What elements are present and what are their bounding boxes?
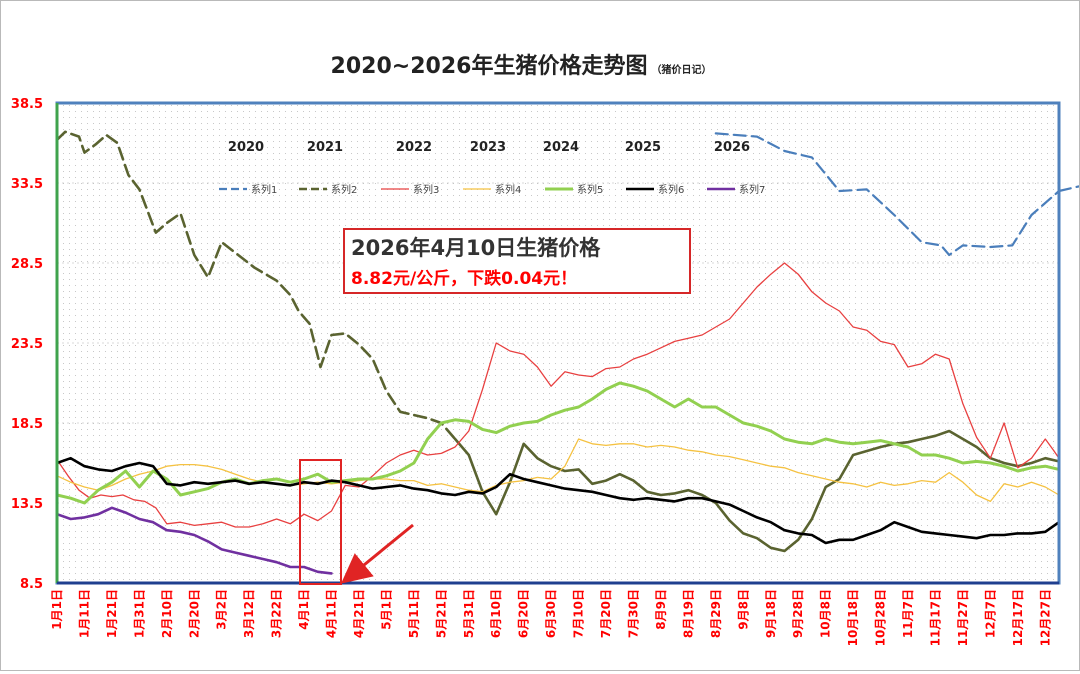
year-label: 2021 bbox=[307, 140, 343, 155]
y-tick-label: 38.5 bbox=[11, 97, 43, 112]
series-group bbox=[55, 130, 1080, 575]
x-tick-label: 9月18日 bbox=[764, 589, 778, 638]
highlight-arrow bbox=[341, 523, 414, 584]
x-tick-label: 8月19日 bbox=[681, 589, 695, 638]
x-tick-label: 6月30日 bbox=[544, 589, 558, 638]
annotation-line-2: 8.82元/公斤，下跌0.04元！ bbox=[351, 269, 577, 289]
legend-label: 系列7 bbox=[739, 183, 765, 196]
x-tick-label: 1月21日 bbox=[105, 589, 119, 638]
x-tick-label: 2月10日 bbox=[160, 589, 174, 638]
series-line-3 bbox=[55, 130, 457, 441]
legend-label: 系列4 bbox=[495, 183, 521, 196]
x-tick-label: 1月1日 bbox=[50, 589, 64, 630]
x-tick-label: 6月20日 bbox=[517, 589, 531, 638]
series-line-7 bbox=[56, 438, 1060, 503]
year-label: 2024 bbox=[543, 140, 579, 155]
year-label: 2023 bbox=[470, 140, 506, 155]
x-tick-label: 11月27日 bbox=[956, 589, 970, 646]
x-tick-label: 7月20日 bbox=[599, 589, 613, 638]
annotation-box: 2026年4月10日生猪价格 8.82元/公斤，下跌0.04元！ bbox=[343, 228, 691, 294]
x-tick-label: 12月17日 bbox=[1011, 589, 1025, 646]
legend-label: 系列3 bbox=[413, 183, 439, 196]
y-tick-label: 23.5 bbox=[11, 337, 43, 352]
x-axis-ticks: 1月1日 1月11日 1月21日 1月31日 2月10日 2月20日 3月2日 3月12日 3月… bbox=[50, 589, 1052, 646]
x-tick-label: 9月8日 bbox=[736, 589, 750, 630]
y-tick-label: 8.5 bbox=[20, 577, 43, 592]
x-tick-label: 9月28日 bbox=[791, 589, 805, 638]
series-line-10 bbox=[55, 506, 333, 575]
series-line-1 bbox=[714, 132, 1061, 257]
series-line-6 bbox=[56, 262, 1060, 528]
x-tick-label: 4月21日 bbox=[352, 589, 366, 638]
x-tick-label: 5月11日 bbox=[407, 589, 421, 638]
x-tick-label: 11月17日 bbox=[928, 589, 942, 646]
x-tick-label: 4月11日 bbox=[325, 589, 339, 638]
series-line-9 bbox=[55, 456, 1061, 545]
y-tick-label: 28.5 bbox=[11, 257, 43, 272]
year-label: 2022 bbox=[396, 140, 432, 155]
series-line-5 bbox=[879, 429, 1061, 468]
legend: 系列1 系列2 系列3 系列4 系列5 系列6 系列7 bbox=[219, 183, 765, 196]
x-tick-label: 10月28日 bbox=[874, 589, 888, 646]
x-tick-label: 8月9日 bbox=[654, 589, 668, 630]
x-tick-label: 3月22日 bbox=[270, 589, 284, 638]
x-tick-label: 8月29日 bbox=[709, 589, 723, 638]
x-tick-label: 12月27日 bbox=[1038, 589, 1052, 646]
series-line-2 bbox=[1057, 184, 1080, 193]
x-tick-label: 3月12日 bbox=[242, 589, 256, 638]
legend-label: 系列6 bbox=[658, 183, 684, 196]
legend-label: 系列2 bbox=[331, 183, 357, 196]
x-tick-label: 10月18日 bbox=[846, 589, 860, 646]
x-tick-label: 4月1日 bbox=[297, 589, 311, 630]
x-tick-label: 5月1日 bbox=[379, 589, 393, 630]
x-tick-label: 3月2日 bbox=[215, 589, 229, 630]
x-tick-label: 6月10日 bbox=[489, 589, 503, 638]
x-tick-label: 11月7日 bbox=[901, 589, 915, 638]
y-axis-ticks: 8.5 13.5 18.5 23.5 28.5 33.5 38.5 bbox=[11, 97, 43, 592]
x-tick-label: 2月20日 bbox=[187, 589, 201, 638]
legend-label: 系列5 bbox=[577, 183, 603, 196]
x-tick-label: 1月11日 bbox=[77, 589, 91, 638]
year-label: 2026 bbox=[714, 140, 750, 155]
highlight-box bbox=[299, 459, 342, 585]
x-tick-label: 7月10日 bbox=[572, 589, 586, 638]
series-line-4 bbox=[453, 437, 882, 553]
x-tick-label: 10月8日 bbox=[819, 589, 833, 638]
annotation-line-1: 2026年4月10日生猪价格 bbox=[351, 236, 601, 260]
x-tick-label: 7月30日 bbox=[626, 589, 640, 638]
y-tick-label: 18.5 bbox=[11, 417, 43, 432]
x-tick-label: 5月21日 bbox=[434, 589, 448, 638]
legend-label: 系列1 bbox=[251, 183, 277, 196]
y-tick-label: 33.5 bbox=[11, 177, 43, 192]
year-label: 2025 bbox=[625, 140, 661, 155]
chart-subtitle: （猪价日记） bbox=[651, 63, 711, 76]
x-tick-label: 5月31日 bbox=[462, 589, 476, 638]
year-label: 2020 bbox=[228, 140, 264, 155]
x-tick-label: 12月7日 bbox=[983, 589, 997, 638]
x-tick-label: 1月31日 bbox=[132, 589, 146, 638]
y-tick-label: 13.5 bbox=[11, 497, 43, 512]
year-labels: 2020 2021 2022 2023 2024 2025 2026 bbox=[228, 140, 750, 155]
chart-title: 2020~2026年生猪价格走势图 （猪价日记） bbox=[331, 53, 712, 79]
